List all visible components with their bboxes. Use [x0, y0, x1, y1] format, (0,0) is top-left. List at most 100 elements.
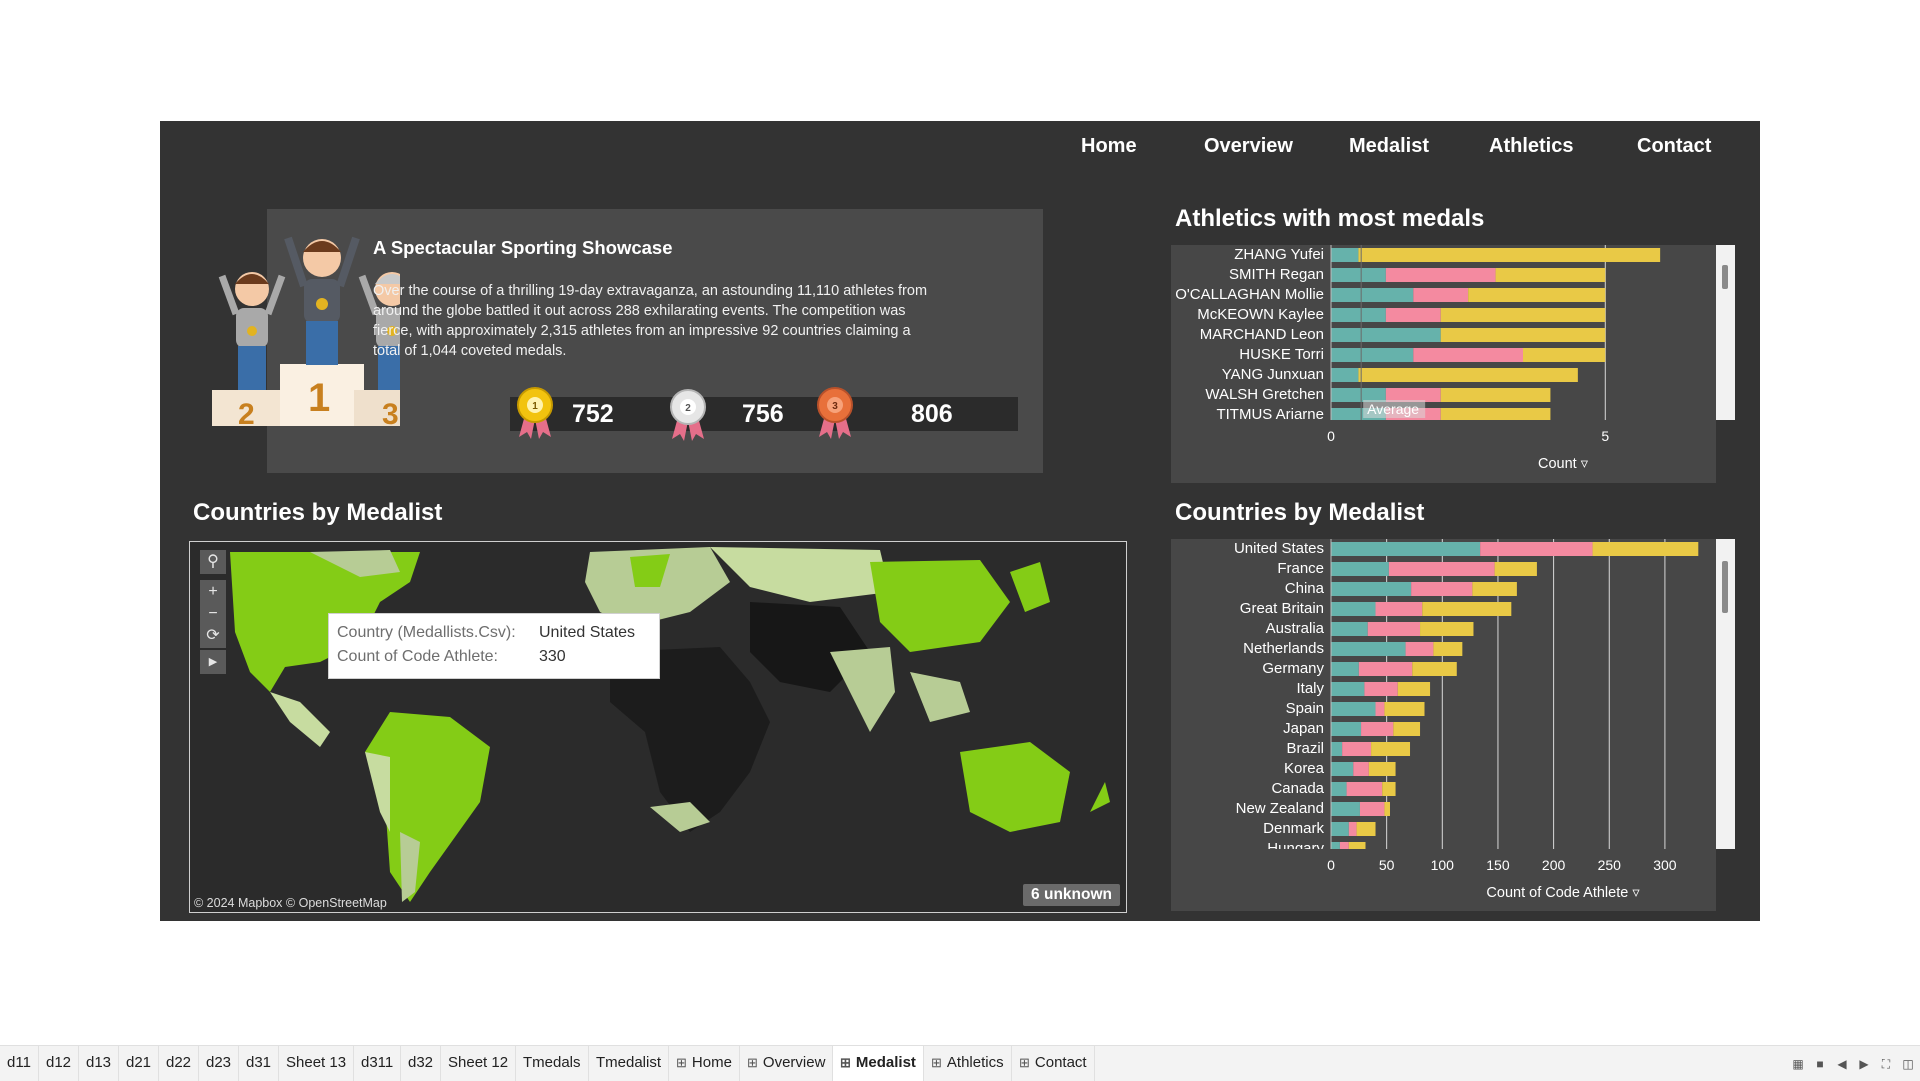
bar-segment[interactable] — [1331, 842, 1340, 856]
bar-segment[interactable] — [1440, 328, 1606, 342]
countries-map[interactable]: ⚲ + − ⟳ ▶ Country (Medallists.Csv): Unit… — [189, 541, 1127, 913]
bar-segment[interactable] — [1405, 642, 1434, 656]
bar-segment[interactable] — [1331, 248, 1359, 262]
bar-segment[interactable] — [1331, 762, 1354, 776]
bar-segment[interactable] — [1375, 602, 1423, 616]
bar-segment[interactable] — [1494, 562, 1537, 576]
fit-icon[interactable]: ⛶ — [1881, 1057, 1891, 1071]
bar-segment[interactable] — [1353, 762, 1369, 776]
previous-sheet-icon[interactable]: ◀ — [1837, 1057, 1847, 1071]
countries-chart-scrollbar[interactable] — [1716, 539, 1735, 849]
sheet-tab[interactable]: d21 — [119, 1046, 160, 1081]
nav-athletics[interactable]: Athletics — [1489, 135, 1574, 157]
bar-segment[interactable] — [1348, 842, 1366, 856]
bar-segment[interactable] — [1393, 722, 1421, 736]
bar-segment[interactable] — [1413, 288, 1469, 302]
bar-segment[interactable] — [1472, 582, 1517, 596]
athletes-chart-scroll-thumb[interactable] — [1722, 265, 1728, 289]
bar-segment[interactable] — [1331, 562, 1389, 576]
bar-segment[interactable] — [1331, 542, 1481, 556]
bar-segment[interactable] — [1342, 742, 1372, 756]
sheet-tab[interactable]: ⊞ Contact — [1012, 1046, 1095, 1081]
bar-segment[interactable] — [1331, 602, 1376, 616]
bar-segment[interactable] — [1440, 308, 1606, 322]
bar-segment[interactable] — [1382, 782, 1396, 796]
bar-segment[interactable] — [1331, 582, 1412, 596]
sheet-tab[interactable]: Sheet 12 — [441, 1046, 517, 1081]
bar-segment[interactable] — [1359, 802, 1385, 816]
sheet-tab[interactable]: d22 — [159, 1046, 200, 1081]
bar-segment[interactable] — [1433, 642, 1463, 656]
map-expand-icon[interactable]: ▶ — [200, 650, 226, 674]
unknown-locations-badge[interactable]: 6 unknown — [1023, 884, 1120, 906]
map-zoom-out-icon[interactable]: − — [200, 602, 226, 626]
bar-segment[interactable] — [1339, 842, 1349, 856]
sheet-tab[interactable]: d13 — [79, 1046, 120, 1081]
bar-segment[interactable] — [1358, 368, 1578, 382]
axis-title[interactable]: Count of Code Athlete ▿ — [1486, 885, 1640, 901]
nav-medalist[interactable]: Medalist — [1349, 135, 1430, 157]
bar-segment[interactable] — [1385, 308, 1441, 322]
bar-segment[interactable] — [1368, 762, 1396, 776]
sheet-tab[interactable]: Tmedalist — [589, 1046, 670, 1081]
map-search-icon[interactable]: ⚲ — [200, 550, 226, 574]
bar-segment[interactable] — [1331, 682, 1365, 696]
bar-segment[interactable] — [1331, 308, 1386, 322]
sheet-tab[interactable]: d31 — [239, 1046, 280, 1081]
bar-segment[interactable] — [1358, 248, 1661, 262]
bar-segment[interactable] — [1331, 368, 1359, 382]
bar-segment[interactable] — [1348, 822, 1357, 836]
nav-contact[interactable]: Contact — [1637, 135, 1712, 157]
map-reset-icon[interactable]: ⟳ — [200, 624, 226, 648]
bar-segment[interactable] — [1331, 328, 1441, 342]
bar-segment[interactable] — [1523, 348, 1606, 362]
sheet-tab[interactable]: ⊞ Overview — [740, 1046, 834, 1081]
sheet-tab[interactable]: Tmedals — [516, 1046, 589, 1081]
bar-segment[interactable] — [1331, 722, 1362, 736]
sheet-tab[interactable]: d23 — [199, 1046, 240, 1081]
bar-segment[interactable] — [1331, 782, 1347, 796]
axis-title[interactable]: Count ▿ — [1538, 456, 1589, 472]
sheet-tab[interactable]: ⊞ Medalist — [833, 1046, 924, 1081]
bar-segment[interactable] — [1356, 822, 1376, 836]
bar-segment[interactable] — [1420, 622, 1474, 636]
bar-segment[interactable] — [1331, 802, 1360, 816]
bar-segment[interactable] — [1331, 702, 1376, 716]
sheet-tab[interactable]: Sheet 13 — [279, 1046, 355, 1081]
bar-segment[interactable] — [1331, 348, 1414, 362]
bar-segment[interactable] — [1422, 602, 1512, 616]
athletes-chart-scrollbar[interactable] — [1716, 245, 1735, 420]
bar-segment[interactable] — [1331, 622, 1368, 636]
sheet-tab[interactable]: ⊞ Home — [669, 1046, 740, 1081]
bar-segment[interactable] — [1440, 388, 1551, 402]
bar-segment[interactable] — [1367, 622, 1421, 636]
grid-view-icon[interactable]: ▦ — [1792, 1057, 1804, 1071]
nav-home[interactable]: Home — [1081, 135, 1137, 157]
bar-segment[interactable] — [1361, 722, 1394, 736]
bar-segment[interactable] — [1375, 702, 1385, 716]
bar-segment[interactable] — [1388, 562, 1495, 576]
bar-segment[interactable] — [1358, 662, 1413, 676]
filmstrip-icon[interactable]: ■ — [1816, 1057, 1824, 1071]
bar-segment[interactable] — [1440, 408, 1551, 422]
nav-overview[interactable]: Overview — [1204, 135, 1293, 157]
bar-segment[interactable] — [1385, 388, 1441, 402]
bar-segment[interactable] — [1331, 822, 1349, 836]
bar-segment[interactable] — [1331, 388, 1386, 402]
bar-segment[interactable] — [1397, 682, 1431, 696]
bar-segment[interactable] — [1480, 542, 1593, 556]
bar-segment[interactable] — [1331, 268, 1386, 282]
map-zoom-in-icon[interactable]: + — [200, 580, 226, 604]
sheet-tab[interactable]: ⊞ Athletics — [924, 1046, 1012, 1081]
countries-chart-scroll-thumb[interactable] — [1722, 561, 1728, 613]
bar-segment[interactable] — [1331, 662, 1359, 676]
sheet-tab[interactable]: d32 — [401, 1046, 442, 1081]
sheet-tab[interactable]: d311 — [354, 1046, 402, 1081]
bar-segment[interactable] — [1364, 682, 1398, 696]
bar-segment[interactable] — [1346, 782, 1383, 796]
bar-segment[interactable] — [1592, 542, 1699, 556]
bar-segment[interactable] — [1468, 288, 1606, 302]
bar-segment[interactable] — [1495, 268, 1606, 282]
next-sheet-icon[interactable]: ▶ — [1859, 1057, 1869, 1071]
bar-segment[interactable] — [1331, 642, 1406, 656]
